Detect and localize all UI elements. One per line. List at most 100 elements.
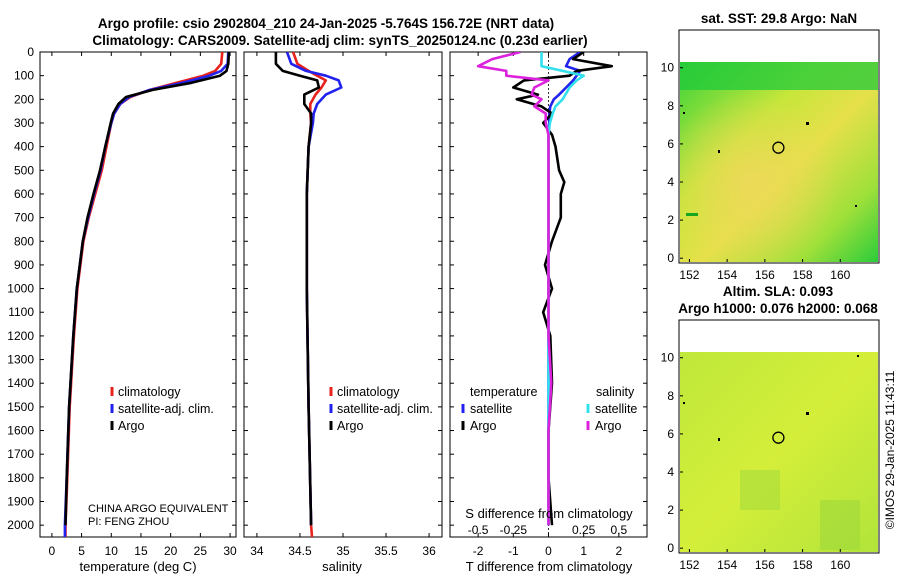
salinity-xlabel: salinity	[322, 559, 362, 574]
temperature-lines	[63, 52, 231, 537]
salinity-depth-ticks	[244, 51, 442, 526]
legend-satellite-label: satellite-adj. clim.	[337, 402, 433, 416]
legend-argo-label: Argo	[337, 419, 363, 433]
depth-tick-label: 1000	[7, 282, 34, 296]
x-tick-label: 2	[616, 544, 623, 558]
figure-title-line2: Climatology: CARS2009. Satellite-adj cli…	[92, 33, 587, 48]
s-tick-label: -0.25	[500, 523, 528, 537]
difference-legend: temperature satellite Argo salinity sate…	[461, 385, 637, 433]
map-x-tick-label: 152	[679, 268, 699, 282]
map-y-tick-label: 8	[667, 99, 674, 113]
depth-tick-label: 1500	[7, 400, 34, 414]
depth-tick-label: 700	[14, 211, 34, 225]
depth-tick-label: 1800	[7, 471, 34, 485]
depth-tick-label: 300	[14, 116, 34, 130]
s-tick-label: 0.5	[611, 523, 628, 537]
map-x-tick-label: 158	[793, 268, 813, 282]
sla-map: Altim. SLA: 0.093 Argo h1000: 0.076 h200…	[661, 284, 880, 572]
x-tick-label: 15	[134, 544, 148, 558]
sst-island-b	[806, 122, 809, 125]
map-y-tick-label: 4	[667, 465, 674, 479]
sst-island-c	[855, 205, 857, 207]
legend-salinity-header: salinity	[596, 385, 635, 399]
salinity-x-ticks: 34 34.5 35 35.5 36	[250, 52, 436, 558]
sla-island-a	[718, 438, 720, 441]
sst-map-title: sat. SST: 29.8 Argo: NaN	[701, 11, 857, 26]
depth-tick-label: 1900	[7, 495, 34, 509]
depth-tick-label: 900	[14, 258, 34, 272]
sla-island-e	[857, 355, 859, 357]
depth-tick-label: 800	[14, 234, 34, 248]
difference-panel: -2 -1 0 1 2 -0.5 -0.25 0.25 0.5 S difference fr…	[449, 51, 648, 574]
sst-map-ticks: 152 154 156 158 160 0 2 4 6 8 10	[661, 61, 851, 282]
sla-title-line1: Altim. SLA: 0.093	[723, 284, 834, 299]
s-tick-label: -0.5	[468, 523, 489, 537]
sst-warm-patch	[680, 62, 878, 262]
depth-tick-label: 1700	[7, 447, 34, 461]
s-tick-label: 0.25	[572, 523, 596, 537]
x-tick-label: 36	[422, 544, 436, 558]
x-tick-label: 10	[105, 544, 119, 558]
map-x-tick-label: 154	[717, 558, 737, 572]
temperature-xlabel: temperature (deg C)	[79, 559, 196, 574]
series-line-argo	[64, 52, 231, 526]
salinity-legend: climatology satellite-adj. clim. Argo	[329, 385, 433, 433]
sst-north-band	[680, 62, 878, 90]
map-x-tick-label: 156	[755, 268, 775, 282]
x-tick-label: 0	[49, 544, 56, 558]
map-y-tick-label: 10	[661, 351, 675, 365]
depth-tick-label: 0	[27, 45, 34, 59]
temperature-panel: 0100200300400500600700800900100011001200…	[7, 45, 237, 574]
map-y-tick-label: 4	[667, 175, 674, 189]
x-tick-label: 35.5	[374, 544, 398, 558]
credit-text: CHINA ARGO EQUIVALENT	[88, 503, 229, 515]
x-tick-label: 1	[580, 544, 587, 558]
x-tick-label: 25	[194, 544, 208, 558]
map-y-tick-label: 6	[667, 137, 674, 151]
sst-map: sat. SST: 29.8 Argo: NaN 152 154 156 158 160…	[661, 11, 880, 282]
legend-temp-argo-label: Argo	[470, 419, 496, 433]
x-tick-label: -1	[508, 544, 519, 558]
map-y-tick-label: 10	[661, 61, 675, 75]
s-difference-label: S difference from climatology	[465, 506, 633, 521]
sla-low-patch-2	[820, 500, 860, 550]
map-x-tick-label: 160	[830, 558, 850, 572]
x-tick-label: 35	[336, 544, 350, 558]
legend-climatology-label: climatology	[118, 385, 181, 399]
depth-tick-label: 500	[14, 163, 34, 177]
sla-map-ticks: 152 154 156 158 160 0 2 4 6 8 10	[661, 351, 851, 572]
map-y-tick-label: 2	[667, 213, 674, 227]
difference-x-ticks: -2 -1 0 1 2	[473, 52, 623, 558]
temperature-x-ticks: 0 5 10 15 20 25 30	[49, 52, 237, 558]
copyright-text: ©IMOS 29-Jan-2025 11:43:11	[883, 370, 897, 529]
salinity-lines	[274, 52, 343, 537]
x-tick-label: 34.5	[288, 544, 312, 558]
temperature-legend: climatology satellite-adj. clim. Argo	[110, 385, 214, 433]
depth-tick-label: 400	[14, 140, 34, 154]
sla-island-b	[806, 412, 809, 415]
map-y-tick-label: 8	[667, 389, 674, 403]
legend-argo-label: Argo	[118, 419, 144, 433]
series-line-temperature-argo	[511, 52, 614, 526]
sla-title-line2: Argo h1000: 0.076 h2000: 0.068	[678, 301, 878, 316]
pi-text: PI: FENG ZHOU	[88, 516, 169, 528]
legend-climatology-label: climatology	[337, 385, 400, 399]
depth-tick-label: 100	[14, 69, 34, 83]
map-x-tick-label: 156	[755, 558, 775, 572]
depth-tick-label: 1200	[7, 329, 34, 343]
sla-low-patch	[740, 470, 780, 510]
t-difference-label: T difference from climatology	[466, 559, 633, 574]
depth-tick-label: 200	[14, 92, 34, 106]
depth-tick-label: 1100	[8, 305, 34, 319]
legend-sal-argo-label: Argo	[595, 419, 621, 433]
depth-tick-label: 1400	[7, 376, 34, 390]
depth-tick-label: 1300	[7, 353, 34, 367]
map-y-tick-label: 0	[667, 251, 674, 265]
x-tick-label: 20	[164, 544, 178, 558]
x-tick-label: 30	[223, 544, 237, 558]
depth-tick-label: 1600	[7, 424, 34, 438]
difference-salinity-ticks: -0.5 -0.25 0.25 0.5	[468, 523, 628, 537]
difference-lines	[476, 52, 614, 526]
salinity-axes-box	[243, 51, 443, 538]
